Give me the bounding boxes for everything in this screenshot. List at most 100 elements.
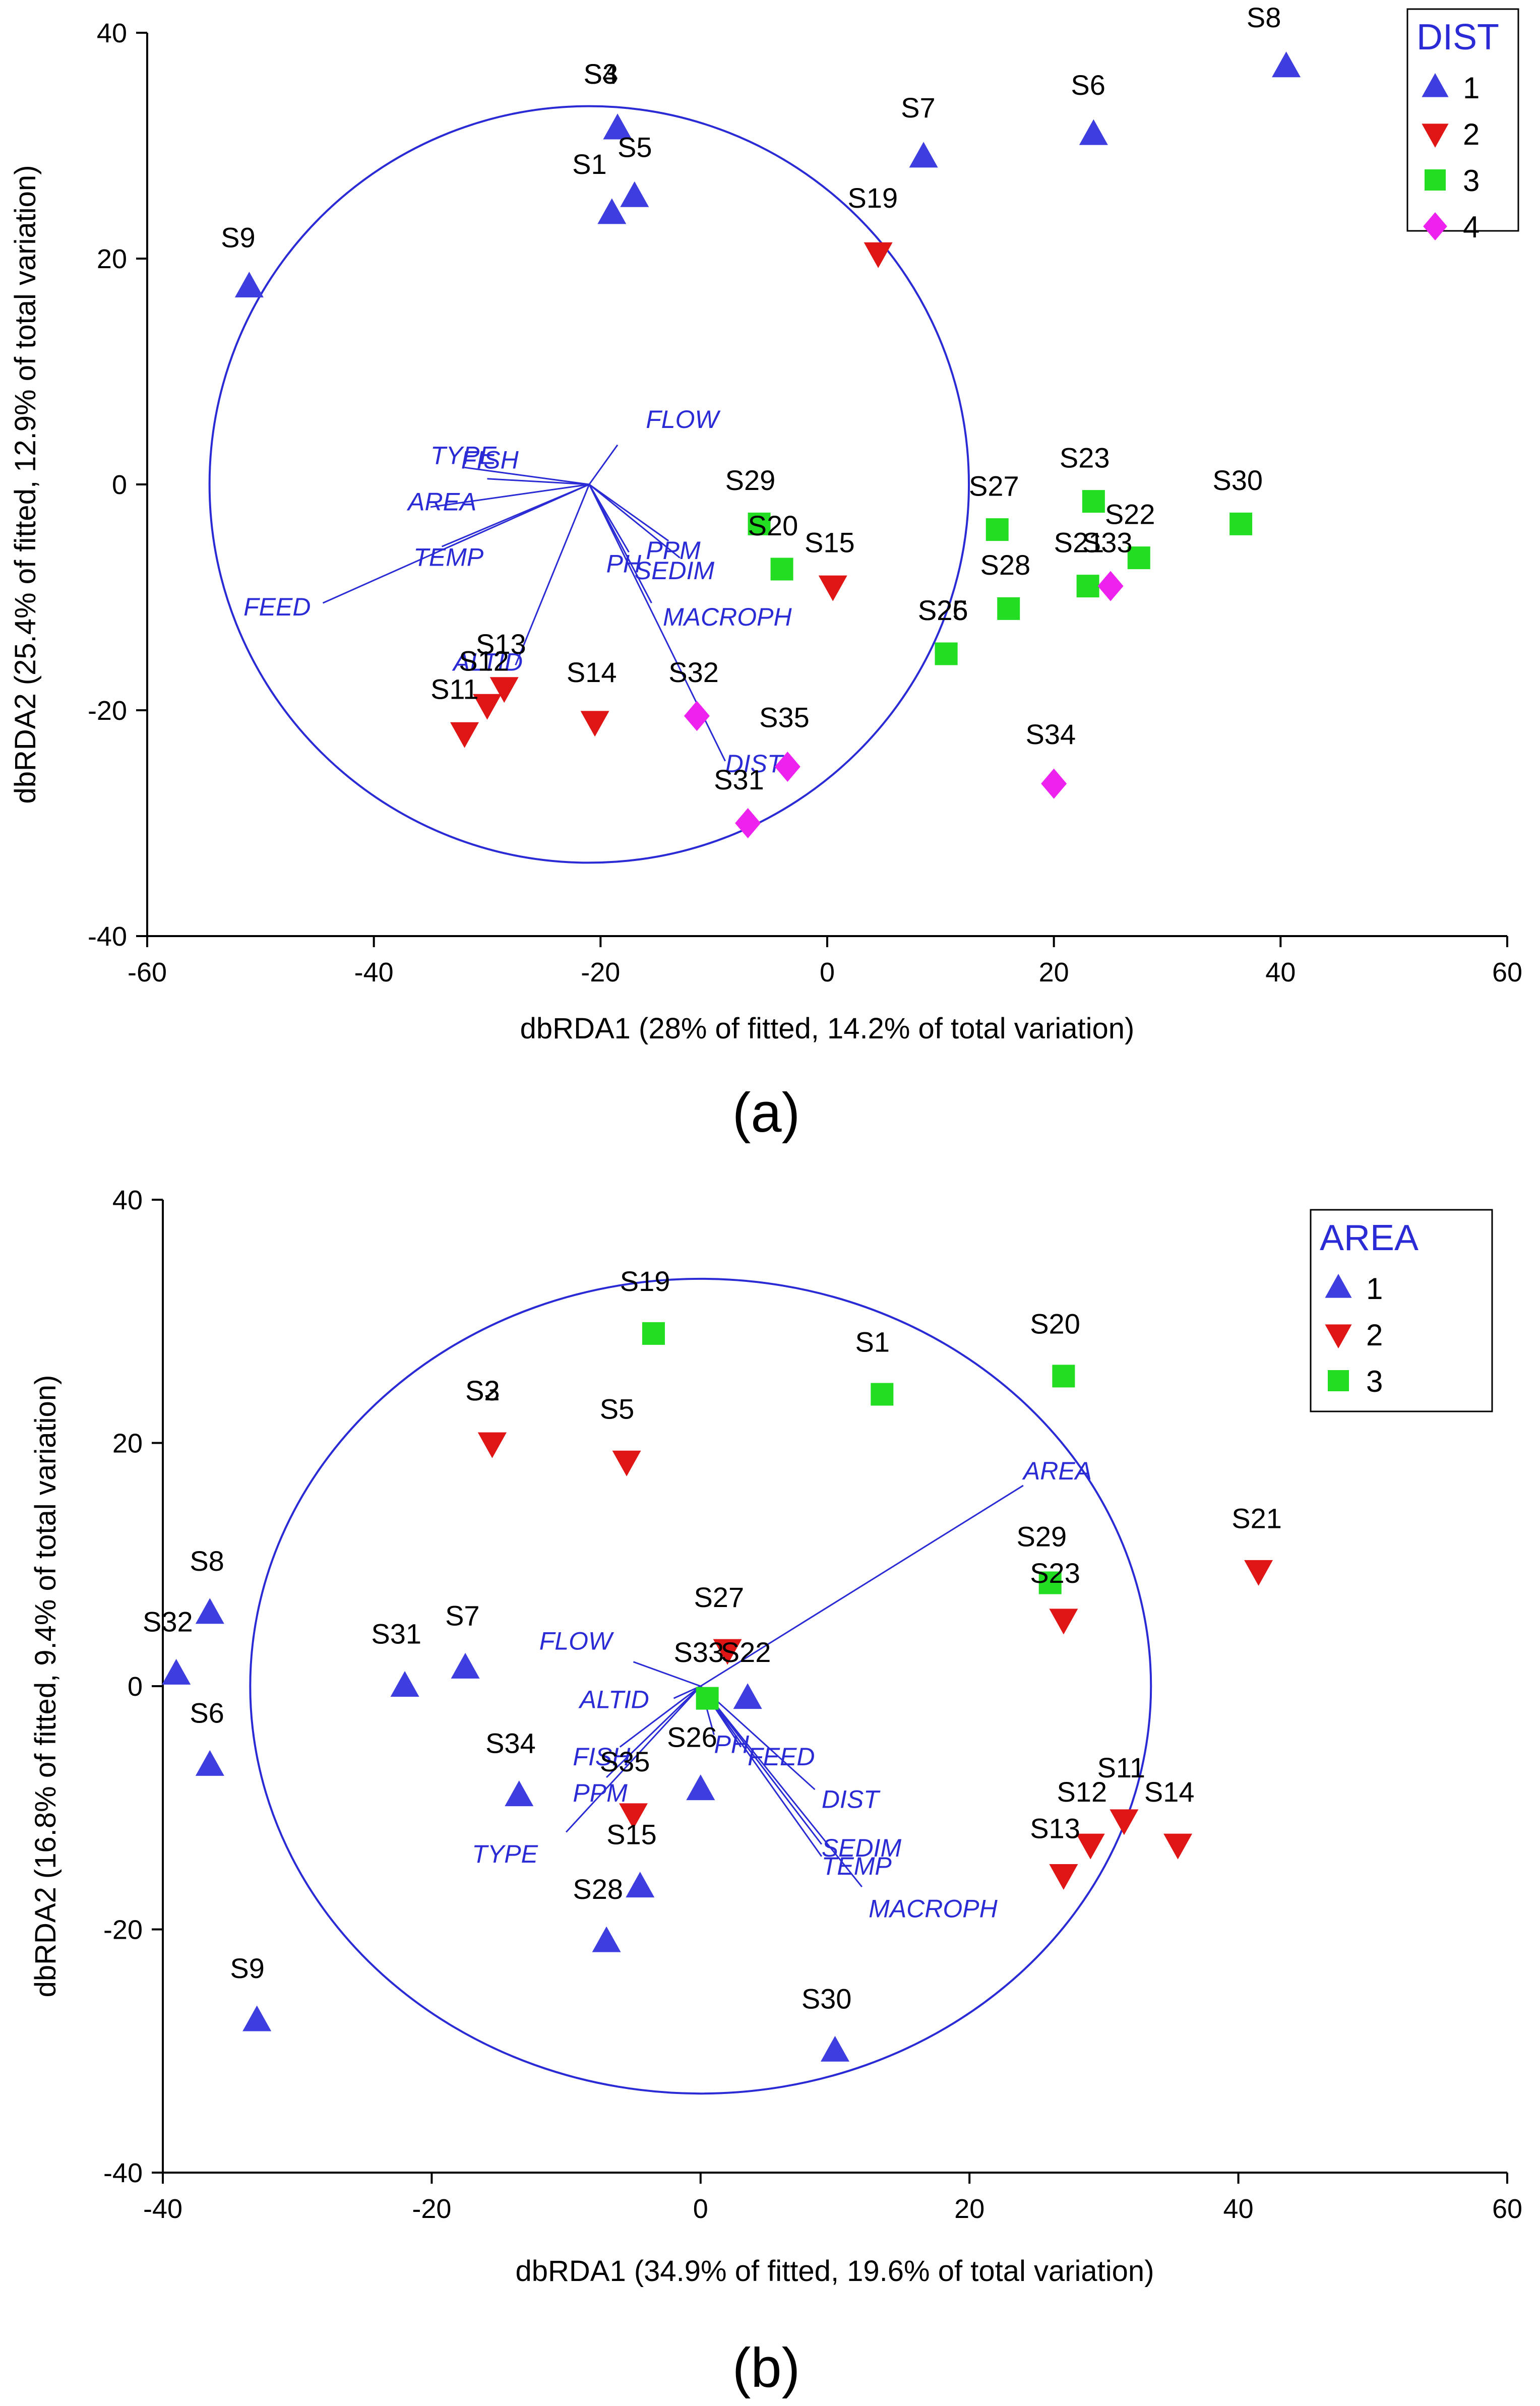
point-marker — [162, 1658, 191, 1685]
point-marker — [620, 181, 649, 207]
point-label: S3 — [584, 58, 619, 90]
point-marker — [626, 1872, 655, 1898]
point-marker — [1097, 571, 1124, 601]
vector-label: AREA — [406, 488, 476, 516]
vector-label: SEDIM — [635, 557, 715, 585]
vector-label: SEDIM — [822, 1834, 902, 1862]
x-axis-title: dbRDA1 (28% of fitted, 14.2% of total va… — [520, 1012, 1135, 1045]
point-label: S32 — [143, 1606, 193, 1637]
point-label: S5 — [618, 131, 652, 163]
vector-area — [430, 483, 590, 508]
vector-label: PH — [714, 1731, 749, 1759]
point-label: S6 — [1071, 69, 1105, 101]
vector-fish — [619, 1685, 701, 1748]
point-marker — [935, 642, 958, 665]
x-tick-label: -40 — [143, 2194, 182, 2224]
legend-box — [1406, 8, 1519, 232]
x-tick-label: -40 — [354, 957, 394, 988]
vector-area — [700, 1485, 1024, 1687]
point-label: S22 — [1105, 498, 1155, 530]
point-marker — [985, 518, 1009, 541]
x-tick-label: -20 — [412, 2194, 451, 2224]
point-marker — [489, 677, 519, 703]
point-marker — [619, 1803, 648, 1829]
point-label: S27 — [694, 1581, 744, 1613]
vector-label: TEMP — [413, 543, 484, 571]
legend-item-label: 2 — [1463, 117, 1480, 151]
vector-label: FISH — [461, 446, 519, 474]
legend-marker — [1422, 73, 1449, 97]
point-marker — [592, 1926, 621, 1952]
y-tick-label: 0 — [128, 1672, 143, 1702]
vector-type — [464, 466, 590, 485]
panel-label: (b) — [732, 2337, 800, 2399]
vector-sedim — [700, 1686, 823, 1845]
y-tick-label: -20 — [88, 696, 127, 726]
point-label: S9 — [230, 1952, 264, 1984]
point-marker — [242, 2005, 272, 2031]
x-tick-label: 60 — [1492, 957, 1522, 988]
panel-b-chart: -40 -20 0 20 40 60 -40 -20 0 20 40 dbRDA1 (34.9% of… — [29, 1185, 1522, 2399]
legend-marker — [1425, 169, 1446, 191]
point-label: S28 — [980, 549, 1031, 581]
correlation-circle — [208, 105, 970, 864]
point-label: S15 — [805, 526, 855, 558]
point-marker — [234, 272, 264, 297]
vector-macroph — [700, 1686, 863, 1888]
legend-title: AREA — [1320, 1218, 1419, 1258]
legend-item-label: 4 — [1463, 210, 1480, 244]
point-marker — [864, 242, 893, 268]
point-label: S27 — [969, 470, 1019, 502]
point-marker — [733, 1683, 762, 1709]
point-label: S31 — [714, 764, 764, 795]
legend-marker — [1328, 1370, 1349, 1391]
point-label: S7 — [901, 92, 936, 124]
point-marker — [696, 1687, 719, 1710]
point-label: S20 — [748, 510, 798, 541]
point-marker — [1049, 1609, 1078, 1635]
x-tick-label: 20 — [954, 2194, 984, 2224]
point-marker — [195, 1750, 224, 1776]
point-label: S23 — [1030, 1557, 1080, 1589]
point-label: S8 — [190, 1545, 224, 1577]
x-tick-label: 20 — [1039, 957, 1069, 988]
point-marker — [603, 113, 632, 140]
point-label: S33 — [673, 1636, 724, 1668]
y-tick-label: -40 — [88, 921, 127, 952]
vector-label: PPM — [646, 536, 701, 565]
point-label: S35 — [600, 1746, 650, 1777]
point-marker — [505, 1780, 534, 1807]
point-marker — [774, 752, 800, 782]
point-marker — [597, 198, 627, 224]
vector-feed — [322, 483, 590, 604]
point-marker — [1127, 546, 1150, 570]
x-tick-label: 40 — [1223, 2194, 1254, 2224]
point-label: S34 — [485, 1728, 536, 1759]
point-label: S11 — [1097, 1752, 1145, 1783]
point-label: S14 — [1144, 1776, 1195, 1808]
x-tick-label: 60 — [1492, 2194, 1522, 2224]
point-marker — [477, 1432, 507, 1458]
point-marker — [684, 701, 710, 731]
point-marker — [1038, 1571, 1062, 1594]
point-label: S26 — [667, 1721, 717, 1753]
vector-label: DIST — [725, 750, 784, 778]
point-marker — [1052, 1365, 1075, 1388]
x-tick-label: -60 — [128, 957, 167, 988]
vector-ppm — [606, 1685, 701, 1778]
point-label: S30 — [802, 1983, 852, 2014]
point-label: S1 — [855, 1326, 890, 1358]
legend-marker — [1325, 1324, 1352, 1348]
legend-marker — [1423, 212, 1447, 240]
legend-item-label: 1 — [1366, 1272, 1383, 1306]
point-marker — [1049, 1864, 1078, 1890]
point-marker — [821, 2035, 849, 2062]
point-marker — [1272, 51, 1301, 78]
point-marker — [686, 1774, 715, 1801]
y-tick-label: 20 — [97, 244, 127, 274]
point-marker — [713, 1639, 742, 1665]
point-label: S2 — [465, 1375, 500, 1406]
point-label: S13 — [476, 628, 526, 660]
point-marker — [1079, 119, 1108, 145]
